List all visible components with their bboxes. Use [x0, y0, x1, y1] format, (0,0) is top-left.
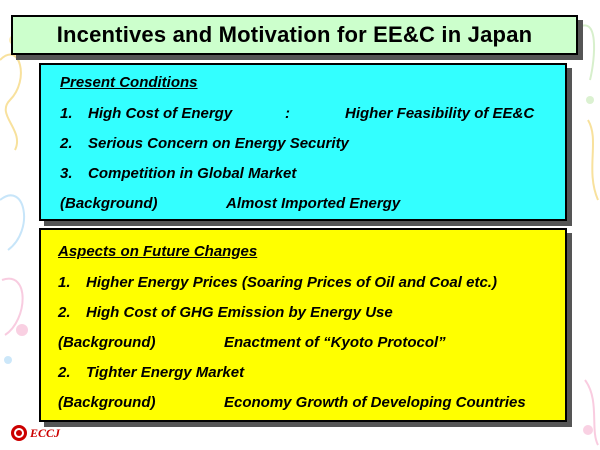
future-item1-label: Higher Energy Prices (Soaring Prices of … — [86, 274, 497, 291]
present-background-label: (Background) — [60, 195, 158, 212]
future-background2-label: (Background) — [58, 394, 156, 411]
future-background1-label: (Background) — [58, 334, 156, 351]
present-item3-label: Competition in Global Market — [88, 165, 297, 182]
future-item3-label: Tighter Energy Market — [86, 364, 245, 381]
present-item1-number: 1. — [60, 105, 73, 122]
present-item2-number: 2. — [60, 135, 73, 152]
eccj-logo-icon — [11, 425, 27, 441]
future-changes-panel — [39, 228, 567, 422]
title-box: Incentives and Motivation for EE&C in Ja… — [11, 15, 578, 55]
present-item1-value: Higher Feasibility of EE&C — [345, 105, 535, 122]
present-item1-separator: : — [285, 105, 290, 122]
future-item3-number: 2. — [58, 364, 71, 381]
future-item2-label: High Cost of GHG Emission by Energy Use — [86, 304, 393, 321]
eccj-logo-text: ECCJ — [30, 425, 61, 440]
future-background1-value: Enactment of “Kyoto Protocol” — [224, 334, 446, 351]
present-item1-label: High Cost of Energy — [88, 105, 233, 122]
eccj-logo: ECCJ — [10, 424, 60, 442]
present-conditions-heading: Present Conditions — [60, 74, 198, 91]
present-conditions-panel — [39, 63, 567, 221]
page-title: Incentives and Motivation for EE&C in Ja… — [56, 22, 533, 47]
future-changes-heading: Aspects on Future Changes — [58, 243, 258, 260]
future-background2-value: Economy Growth of Developing Countries — [224, 394, 526, 411]
present-item2-label: Serious Concern on Energy Security — [88, 135, 349, 152]
present-background-value: Almost Imported Energy — [226, 195, 401, 212]
future-item1-number: 1. — [58, 274, 71, 291]
future-item2-number: 2. — [58, 304, 71, 321]
present-item3-number: 3. — [60, 165, 73, 182]
